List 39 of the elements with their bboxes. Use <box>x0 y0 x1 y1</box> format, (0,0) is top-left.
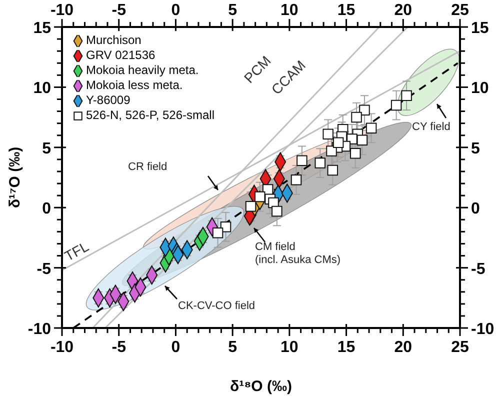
y2-tick-label: 5 <box>471 140 480 158</box>
y-tick-label: 0 <box>42 200 52 218</box>
legend-label: Mokoia heavily meta. <box>86 63 199 78</box>
x-tick-label: 20 <box>394 2 412 19</box>
y2-tick-label: 10 <box>471 80 489 98</box>
x2-tick-label: 20 <box>394 339 412 356</box>
y-tick-label: -5 <box>36 260 52 278</box>
x2-tick-label: 10 <box>280 339 298 356</box>
x-tick-label: 5 <box>228 2 238 19</box>
x-tick-label: 15 <box>337 2 356 19</box>
x2-tick-label: 15 <box>337 339 356 356</box>
y-tick-label: 15 <box>33 20 52 37</box>
x-tick-label: 25 <box>451 2 469 19</box>
y-axis-title: δ¹⁷O (‰) <box>6 146 24 208</box>
y2-tick-label: 0 <box>471 200 480 218</box>
legend-label: GRV 021536 <box>86 48 156 63</box>
x2-tick-label: 25 <box>451 339 469 356</box>
x-tick-label: 10 <box>280 2 298 19</box>
legend-label: Murchison <box>86 33 142 48</box>
x-tick-label: -5 <box>112 2 126 19</box>
x-axis-title: δ¹⁸O (‰) <box>230 378 292 395</box>
annotation: CY field <box>412 120 450 133</box>
x2-tick-label: -5 <box>112 339 126 356</box>
annotation: CM field (incl. Asuka CMs) <box>255 240 341 266</box>
y-tick-label: -10 <box>28 321 52 338</box>
x2-tick-label: 5 <box>228 339 238 356</box>
y2-tick-label: 15 <box>471 20 489 37</box>
annotation: TFL <box>62 238 92 264</box>
legend-label: Mokoia less meta. <box>86 78 183 93</box>
legend-label: 526-N, 526-P, 526-small <box>86 108 215 123</box>
x2-tick-label: 0 <box>171 339 180 356</box>
annotation: CR field <box>128 160 168 173</box>
y2-tick-label: -5 <box>471 260 486 278</box>
y-tick-label: 10 <box>33 80 52 98</box>
x-tick-label: 0 <box>171 2 180 19</box>
y-tick-label: 5 <box>42 140 52 158</box>
y2-tick-label: -10 <box>471 321 494 338</box>
legend-label: Y-86009 <box>86 93 130 108</box>
annotation: CK-CV-CO field <box>178 300 256 312</box>
